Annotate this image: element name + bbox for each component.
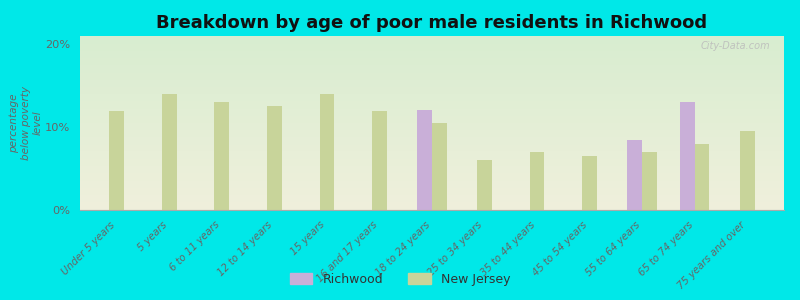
Bar: [162, 94, 177, 210]
Bar: [740, 131, 754, 210]
Text: City-Data.com: City-Data.com: [700, 41, 770, 51]
Bar: [319, 94, 334, 210]
Bar: [530, 152, 545, 210]
Bar: [432, 123, 446, 210]
Bar: [267, 106, 282, 210]
Bar: [582, 156, 597, 210]
Bar: [680, 102, 694, 210]
Bar: [418, 110, 432, 210]
Bar: [110, 111, 124, 210]
Bar: [372, 111, 387, 210]
Y-axis label: percentage
below poverty
level: percentage below poverty level: [9, 86, 42, 160]
Bar: [477, 160, 492, 210]
Bar: [642, 152, 657, 210]
Legend: Richwood, New Jersey: Richwood, New Jersey: [285, 268, 515, 291]
Bar: [214, 102, 230, 210]
Title: Breakdown by age of poor male residents in Richwood: Breakdown by age of poor male residents …: [157, 14, 707, 32]
Bar: [627, 140, 642, 210]
Bar: [694, 144, 710, 210]
